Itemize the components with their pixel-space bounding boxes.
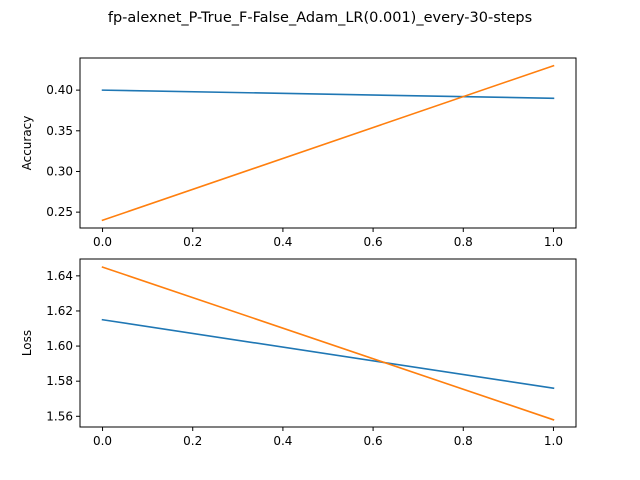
accuracy-y-tick-label: 0.30 [46,164,73,178]
loss-series-line-2 [101,266,555,421]
accuracy-x-tick-label: 0.8 [454,235,473,249]
accuracy-y-tick-label: 0.35 [46,124,73,138]
accuracy-x-tick-label: 0.0 [93,235,112,249]
accuracy-x-tick-label: 0.6 [364,235,383,249]
loss-y-tick-label: 1.64 [46,269,73,283]
loss-x-tick-label: 1.0 [544,434,563,448]
accuracy-x-tick-label: 1.0 [544,235,563,249]
accuracy-y-tick-label: 0.40 [46,83,73,97]
loss-subplot: 0.0 0.2 0.4 0.6 0.8 1.0 1.56 1.58 1.60 1.62 1.64 Lo… [20,258,577,448]
loss-y-axis-label: Loss [20,330,34,356]
loss-x-tick-label: 0.0 [93,434,112,448]
loss-y-tick-label: 1.62 [46,304,73,318]
loss-x-tick-label: 0.8 [454,434,473,448]
figure-suptitle: fp-alexnet_P-True_F-False_Adam_LR(0.001)… [108,10,532,26]
accuracy-y-tick-label: 0.25 [46,205,73,219]
accuracy-series-line-1 [101,89,555,100]
loss-y-tick-label: 1.58 [46,374,73,388]
loss-y-tick-label: 1.60 [46,339,73,353]
accuracy-x-tick-label: 0.2 [183,235,202,249]
loss-x-tick-label: 0.2 [183,434,202,448]
loss-axes-frame [79,258,577,428]
loss-x-tick-label: 0.4 [273,434,292,448]
loss-y-tick-label: 1.56 [46,409,73,423]
accuracy-x-tick-label: 0.4 [273,235,292,249]
accuracy-axes-frame [79,57,577,229]
accuracy-subplot: 0.0 0.2 0.4 0.6 0.8 1.0 0.25 0.30 0.35 0.40 Accura… [20,57,577,249]
accuracy-y-axis-label: Accuracy [20,116,34,171]
loss-x-tick-label: 0.6 [364,434,383,448]
loss-series-line-1 [101,318,555,390]
accuracy-series-line-2 [101,64,555,222]
